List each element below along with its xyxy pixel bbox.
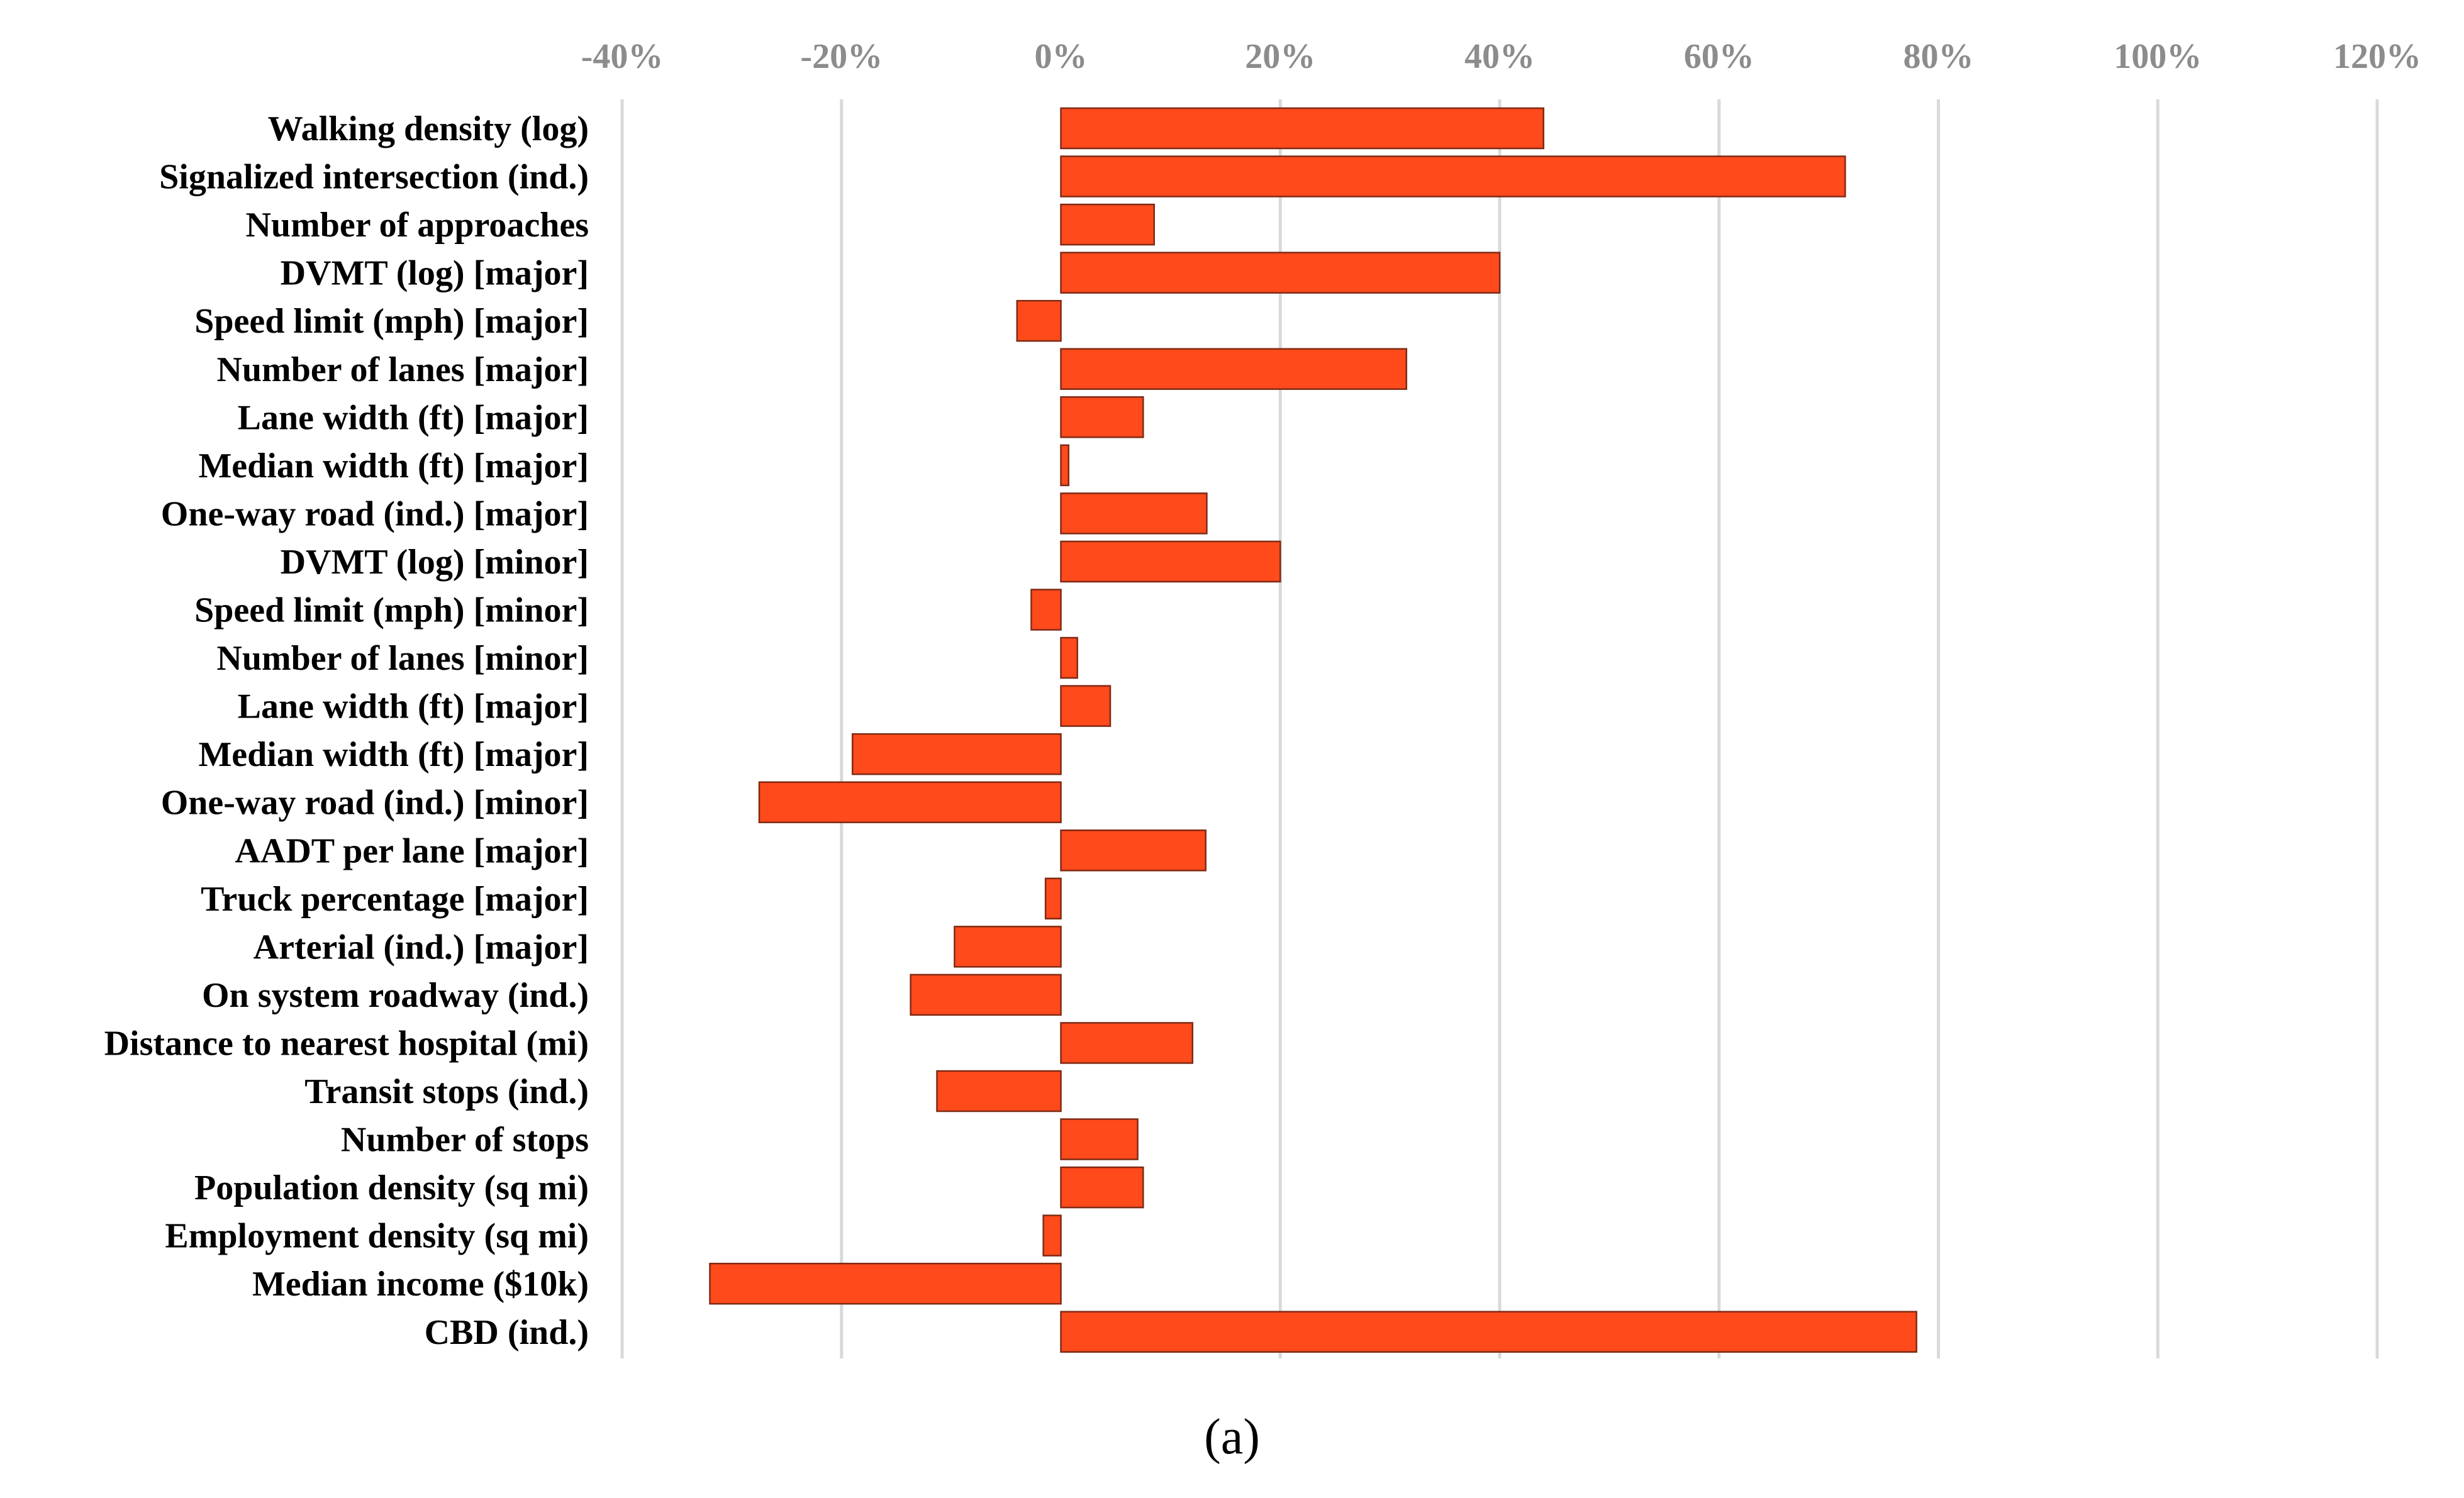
category-label: Lane width (ft) [major]: [238, 687, 589, 726]
bar: [1060, 444, 1069, 487]
bar: [1060, 1311, 1917, 1353]
category-labels: Walking density (log) Signalized intersec…: [104, 109, 589, 1352]
category-label: Speed limit (mph) [major]: [194, 302, 589, 341]
category-label: CBD (ind.): [425, 1313, 589, 1352]
bar: [1060, 1118, 1139, 1160]
category-label: Arterial (ind.) [major]: [254, 928, 589, 967]
category-label: DVMT (log) [minor]: [281, 543, 589, 582]
x-tick-label: 40%: [1464, 37, 1535, 76]
category-label: Median width (ft) [major]: [198, 447, 589, 485]
category-label: Employment density (sq mi): [165, 1217, 589, 1256]
bar: [1060, 107, 1544, 150]
bar: [1060, 155, 1846, 197]
subfigure-caption: (a): [1204, 1409, 1260, 1465]
category-label: AADT per lane [major]: [235, 831, 589, 870]
category-label: Signalized intersection (ind.): [159, 158, 589, 197]
category-label: One-way road (ind.) [major]: [161, 494, 589, 533]
bar: [1060, 685, 1112, 727]
x-tick-label: 60%: [1684, 37, 1754, 76]
bar: [1060, 1022, 1193, 1064]
x-tick-label: 120%: [2333, 37, 2421, 76]
bar: [851, 733, 1062, 775]
x-tick-label: 100%: [2114, 37, 2202, 76]
gridlines: [620, 99, 2379, 1358]
bar: [1060, 636, 1078, 679]
bar: [1060, 1166, 1144, 1209]
category-label: Number of approaches: [245, 206, 589, 245]
category-label: DVMT (log) [major]: [281, 254, 589, 293]
category-label: Number of stops: [341, 1121, 589, 1160]
category-label: Population density (sq mi): [194, 1168, 589, 1207]
category-label: Median income ($10k): [252, 1265, 589, 1304]
bar: [758, 781, 1062, 823]
category-label: Transit stops (ind.): [304, 1072, 589, 1111]
x-tick-label: 20%: [1245, 37, 1315, 76]
category-label: Walking density (log): [268, 109, 589, 148]
category-label: Number of lanes [minor]: [216, 639, 589, 678]
category-label: Distance to nearest hospital (mi): [104, 1024, 589, 1063]
bar: [954, 926, 1062, 968]
category-label: Speed limit (mph) [minor]: [194, 591, 589, 630]
bar: [1030, 589, 1062, 631]
bar: [1060, 348, 1408, 390]
category-label: Lane width (ft) [major]: [238, 398, 589, 437]
category-label: Truck percentage [major]: [201, 880, 589, 919]
bar: [1060, 396, 1144, 438]
bars: [709, 107, 1917, 1353]
bar: [709, 1262, 1062, 1305]
x-tick-label: 0%: [1035, 37, 1088, 76]
x-axis-ticks: -40% -20% 0% 20% 40% 60% 80% 100% 120%: [581, 37, 2421, 76]
bar: [1060, 540, 1281, 583]
bar: [1016, 299, 1062, 342]
bar: [1060, 252, 1501, 294]
category-label: Number of lanes [major]: [216, 350, 589, 389]
category-label: Median width (ft) [major]: [198, 735, 589, 774]
bar: [936, 1070, 1062, 1112]
x-tick-label: 80%: [1904, 37, 1974, 76]
category-label: One-way road (ind.) [minor]: [161, 784, 589, 823]
bar: [1042, 1214, 1062, 1257]
category-label: On system roadway (ind.): [202, 976, 589, 1015]
x-tick-label: -40%: [581, 37, 664, 76]
x-tick-label: -20%: [800, 37, 883, 76]
bar: [1060, 492, 1208, 535]
bar: [1060, 203, 1155, 246]
bar: [1060, 829, 1207, 872]
bar: [1044, 877, 1062, 920]
bar: [910, 974, 1062, 1016]
